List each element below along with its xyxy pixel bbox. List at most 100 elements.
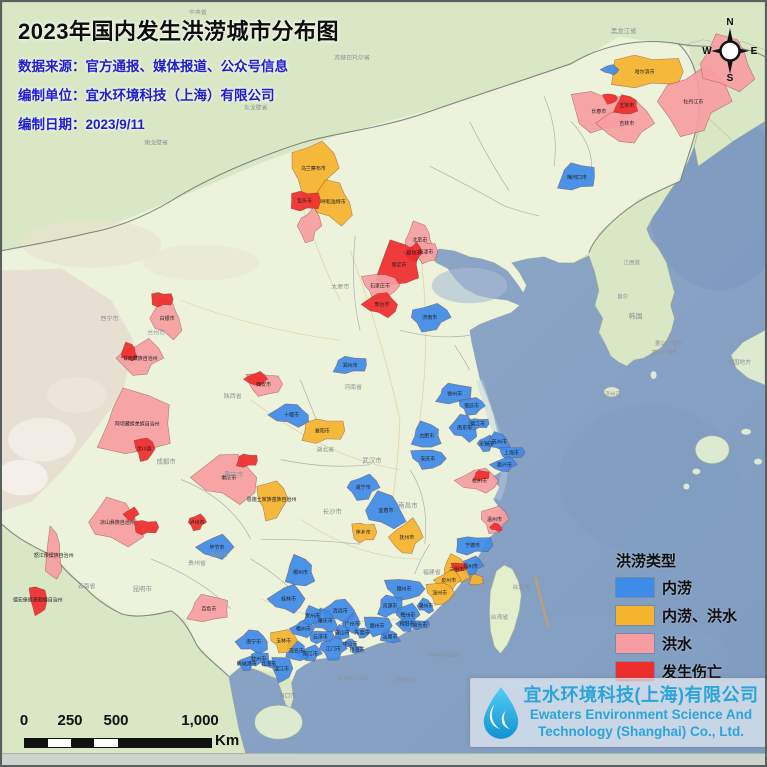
flood-region-label: 廊坊市 — [406, 249, 421, 256]
basemap-label: 釜山广域市 — [655, 339, 683, 347]
flood-region-label: 西安市 — [256, 381, 271, 388]
flood-region-label: 三明市 — [449, 566, 464, 573]
flood-region — [363, 616, 393, 638]
scale-segment — [71, 739, 94, 747]
basemap-label: 中国地方 — [727, 358, 751, 366]
flood-region — [472, 470, 490, 482]
company-logo-box: 宜水环境科技(上海)有限公司 Ewaters Environment Scien… — [470, 678, 765, 747]
basemap-label: 南戈壁省 — [144, 138, 168, 146]
company-name-en-2: Technology (Shanghai) Co., Ltd. — [538, 723, 744, 739]
flood-region — [186, 593, 228, 622]
flood-region-label: 无锡市 — [479, 440, 494, 447]
flood-region-label: 天津市 — [418, 248, 433, 255]
flood-region — [456, 536, 494, 556]
basemap-label: 蔚山广域市 — [652, 349, 677, 356]
flood-region — [416, 597, 434, 615]
sea-shade — [559, 404, 739, 555]
flood-region-label: 广州市 — [345, 621, 360, 628]
flood-region-label: 梅州市 — [400, 612, 415, 619]
flood-region — [296, 206, 323, 244]
flood-region-label: 南京市 — [457, 425, 472, 432]
scale-bar-segments — [24, 738, 212, 748]
hainan-island — [254, 705, 303, 740]
flood-region-label: 阿坝藏族羌族自治州 — [115, 421, 160, 428]
flood-region-label: 恩施土家族苗族自治州 — [247, 496, 297, 503]
compass-star — [711, 28, 749, 74]
flood-region-label: 安庆市 — [420, 455, 435, 462]
flood-region-label: 合肥市 — [419, 433, 434, 440]
flood-region-label: 佛山市 — [335, 629, 350, 636]
basemap-label: 贵阳市 — [210, 551, 228, 559]
title-block: 2023年国内发生洪涝城市分布图 数据来源：官方通报、媒体报道、公众号信息 编制… — [18, 14, 339, 133]
flood-regions-layer — [28, 33, 756, 684]
flood-region-label: 云浮市 — [313, 633, 328, 640]
flood-region — [96, 387, 171, 455]
flood-region-label: 贺州市 — [305, 613, 320, 620]
flood-region — [387, 517, 424, 554]
flood-region-label: 长春市 — [591, 108, 606, 115]
flood-region-label: 哈尔滨市 — [635, 68, 655, 75]
legend-item-shangwang: 发生伤亡 — [616, 662, 737, 681]
legend-swatch-neilao-hongshui — [616, 606, 654, 625]
flood-region-label: 漳州市 — [432, 590, 447, 597]
flood-region — [302, 605, 321, 626]
flood-region — [354, 627, 371, 639]
flood-region-label: 宁德市 — [465, 542, 480, 549]
flood-region — [242, 370, 269, 387]
flood-region-label: 襄阳市 — [315, 428, 330, 435]
map-title: 2023年国内发生洪涝城市分布图 — [18, 19, 339, 44]
flood-region — [557, 162, 595, 191]
flood-region — [425, 582, 455, 606]
legend-item-neilao-hongshui: 内涝、洪水 — [616, 606, 737, 625]
scale-segment — [94, 739, 118, 747]
flood-region-label: 邢台市 — [375, 301, 390, 308]
legend-swatch-hongshui — [616, 634, 654, 653]
legend: 洪涝类型 内涝 内涝、洪水 洪水 发生伤亡 — [616, 550, 737, 690]
basemap-label: 湖北省 — [316, 446, 334, 454]
flood-region-label: 玉林市 — [276, 637, 291, 644]
flood-region — [309, 630, 335, 645]
flood-region-label: 乌兰察布市 — [301, 165, 326, 172]
flood-region — [235, 453, 258, 468]
company-name-en-1: Ewaters Environment Science And — [529, 706, 753, 722]
flood-region — [700, 33, 756, 93]
flood-region — [284, 553, 316, 587]
flood-region — [318, 636, 348, 661]
kyushu-island — [695, 435, 730, 464]
flood-region — [270, 629, 299, 654]
basemap-label: 台湾省 — [490, 613, 508, 621]
flood-region-label: 怒江傈僳族自治州 — [34, 552, 74, 559]
flood-region-label: 十堰市 — [284, 412, 299, 419]
flood-region-label: 吉林市 — [619, 120, 634, 127]
flood-region — [151, 292, 174, 308]
flood-region — [613, 94, 639, 115]
flood-region-label: 石家庄市 — [370, 282, 390, 289]
basemap-label: 南昌市 — [398, 500, 418, 509]
compass-e-label: E — [751, 46, 758, 57]
flood-region — [194, 533, 235, 560]
date-line: 编制日期：2023/9/11 — [18, 117, 145, 132]
flood-region-label: 南宁市 — [246, 638, 261, 645]
flood-region-label: 揭阳市 — [399, 621, 414, 628]
flood-region — [410, 449, 447, 470]
legend-item-neilao: 内涝 — [616, 578, 737, 597]
flood-region — [468, 573, 485, 586]
flood-region — [601, 93, 618, 105]
flood-region-label: 重庆市 — [221, 474, 236, 481]
flood-region — [261, 658, 277, 669]
basemap-label: 西宁市 — [101, 314, 119, 322]
flood-region-label: 北海市 — [261, 660, 276, 667]
flood-region-label: 湛江市 — [274, 665, 289, 672]
basemap-label: 东戈壁省 — [244, 103, 268, 111]
water-drop-icon — [483, 686, 519, 739]
flood-region — [149, 297, 183, 341]
basemap-label: 兰州市 — [147, 328, 165, 336]
flood-region — [45, 525, 63, 580]
flood-region-label: 杭州市 — [472, 477, 487, 484]
legend-label: 内涝、洪水 — [662, 608, 738, 625]
flood-region — [489, 522, 503, 533]
compass-rose: N W E S — [702, 17, 758, 84]
